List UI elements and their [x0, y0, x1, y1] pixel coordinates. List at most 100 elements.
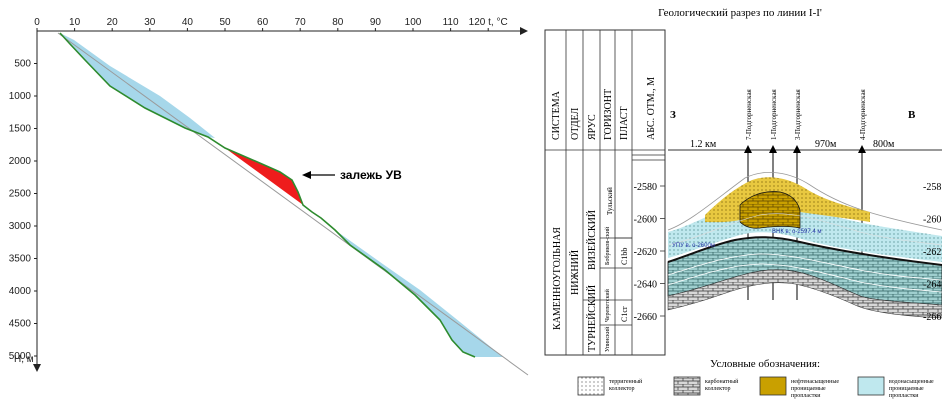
col-header-series: ОТДЕЛ — [570, 108, 581, 140]
strat-column-frame — [544, 29, 666, 356]
vnk-line — [667, 236, 942, 266]
legend-swatch — [577, 376, 605, 396]
right-depth-label: -262 — [923, 247, 941, 258]
y-axis-arrow — [33, 364, 41, 372]
y-axis-label: H, м — [14, 354, 34, 365]
legend-label: проницаемые — [889, 386, 924, 392]
right-depth-label: -266 — [923, 312, 941, 323]
side-west: З — [670, 109, 676, 121]
annotation-arrowhead — [302, 171, 311, 179]
stage-tournaisian: ТУРНЕЙСКИЙ — [586, 285, 598, 352]
stage-visean: ВИЗЕЙСКИЙ — [586, 210, 598, 270]
legend: терригенныйколлекторкарбонатныйколлектор… — [577, 376, 934, 399]
y-tick-label: 3000 — [9, 221, 32, 232]
well-label: 4-Подгорненская — [859, 88, 867, 140]
right-depth-label: -264 — [923, 280, 941, 291]
well-marker — [744, 145, 752, 153]
distance-1: 1.2 км — [690, 139, 717, 150]
legend-label: пропластки — [791, 393, 821, 399]
well-label: 3-Подгорненская — [794, 88, 802, 140]
legend-title: Условные обозначения: — [710, 358, 820, 370]
layer-c1bb: C1bb — [620, 248, 629, 265]
x-tick-label: 110 — [443, 17, 459, 28]
x-tick-label: 90 — [370, 17, 382, 28]
x-tick-label: 30 — [144, 17, 156, 28]
well-marker — [769, 145, 777, 153]
col-header-abs: АБС. ОТМ., М — [646, 77, 657, 140]
anomaly-area-bottom — [335, 230, 503, 357]
distance-2: 970м — [815, 139, 837, 150]
col-header-layer: ПЛАСТ — [619, 106, 630, 140]
x-tick-label: 100 — [405, 17, 422, 28]
col-header-stage: ЯРУС — [587, 114, 598, 140]
legend-label: коллектор — [609, 386, 635, 392]
geological-cross-section: Геологический разрез по линии I-I' СИСТЕ… — [544, 7, 942, 399]
y-tick-label: 4500 — [9, 319, 32, 330]
horizon-bobrikov: Бобриков-ский — [604, 226, 611, 265]
y-tick-label: 500 — [14, 59, 31, 70]
upu-label: УПУ в. о-2600м — [672, 243, 715, 249]
distance-3: 800м — [873, 139, 895, 150]
x-tick-label: 60 — [257, 17, 269, 28]
lower-carbonate — [667, 269, 942, 319]
y-axis-ticks: 500 1000 1500 2000 2500 3000 3500 4000 4500 5000 — [9, 59, 37, 362]
thin-lines-1 — [667, 253, 942, 281]
x-tick-label: 80 — [332, 17, 344, 28]
legend-label: карбонатный — [705, 378, 739, 385]
horizon-upa: Упинский — [604, 326, 611, 352]
deposit-area — [225, 148, 321, 218]
legend-swatch — [759, 376, 787, 396]
section-title: Геологический разрез по линии I-I' — [658, 7, 822, 19]
y-tick-label: 2500 — [9, 189, 32, 200]
depth-tick-label: -2600 — [634, 215, 657, 226]
x-axis-ticks: 0 10 20 30 40 50 60 70 80 90 100 110 120 t, °C — [34, 17, 508, 31]
y-tick-label: 5000 — [9, 351, 32, 362]
x-tick-label: 20 — [107, 17, 119, 28]
right-depth-label: -258 — [923, 182, 941, 193]
x-axis-arrow — [520, 27, 528, 35]
layer-c1cr: C1cr — [620, 306, 629, 322]
well-label: 7-Подгорненская — [745, 88, 753, 140]
y-tick-label: 1500 — [9, 124, 32, 135]
legend-label: нефтенасыщенные — [791, 378, 839, 385]
system-name: КАМЕННОУГОЛЬНАЯ — [552, 227, 563, 330]
deposit-annotation: залежь УВ — [340, 168, 402, 182]
x-tick-label: 40 — [182, 17, 194, 28]
well-marker — [793, 145, 801, 153]
legend-swatch — [857, 376, 885, 396]
right-depth-label: -260 — [923, 215, 941, 226]
x-tick-label: 50 — [219, 17, 231, 28]
y-tick-label: 3500 — [9, 254, 32, 265]
col-header-system: СИСТЕМА — [551, 90, 562, 140]
x-tick-label: 10 — [69, 17, 81, 28]
vnk-label: ВНК в. о-2597.4 м — [772, 229, 822, 235]
anomaly-area-top — [60, 33, 215, 138]
legend-label: терригенный — [609, 378, 643, 385]
series-name: НИЖНИЙ — [569, 250, 581, 295]
legend-label: коллектор — [705, 386, 731, 392]
legend-label: водонасыщенные — [889, 379, 934, 385]
oil-core — [739, 191, 801, 229]
legend-swatch — [673, 376, 701, 396]
depth-tick-label: -2620 — [634, 247, 657, 258]
depth-tick-label: -2660 — [634, 312, 657, 323]
col-header-horizon: ГОРИЗОНТ — [603, 89, 614, 140]
depth-tick-label: -2640 — [634, 280, 657, 291]
well-label: 1-Подгорненская — [770, 88, 778, 140]
thin-lines-2 — [667, 263, 942, 293]
measured-temperature-curve — [59, 32, 476, 358]
horizon-cherepet: Черепетский — [604, 288, 611, 322]
horizon-tula: Тульский — [606, 187, 614, 215]
side-east: В — [908, 109, 916, 121]
y-tick-label: 2000 — [9, 156, 32, 167]
background-gradient-line — [57, 32, 529, 376]
y-tick-label: 1000 — [9, 91, 32, 102]
y-tick-label: 4000 — [9, 286, 32, 297]
thin-lines-3 — [667, 213, 942, 246]
well-marker — [858, 145, 866, 153]
x-tick-label: 120 t, °C — [469, 17, 508, 28]
depth-axis-ticks: -2580 -2600 -2620 -2640 -2660 — [634, 182, 665, 323]
legend-label: пропластки — [889, 393, 919, 399]
legend-label: проницаемые — [791, 386, 826, 392]
temperature-depth-chart: 0 10 20 30 40 50 60 70 80 90 100 110 120 t, °C 500 10… — [9, 17, 529, 376]
